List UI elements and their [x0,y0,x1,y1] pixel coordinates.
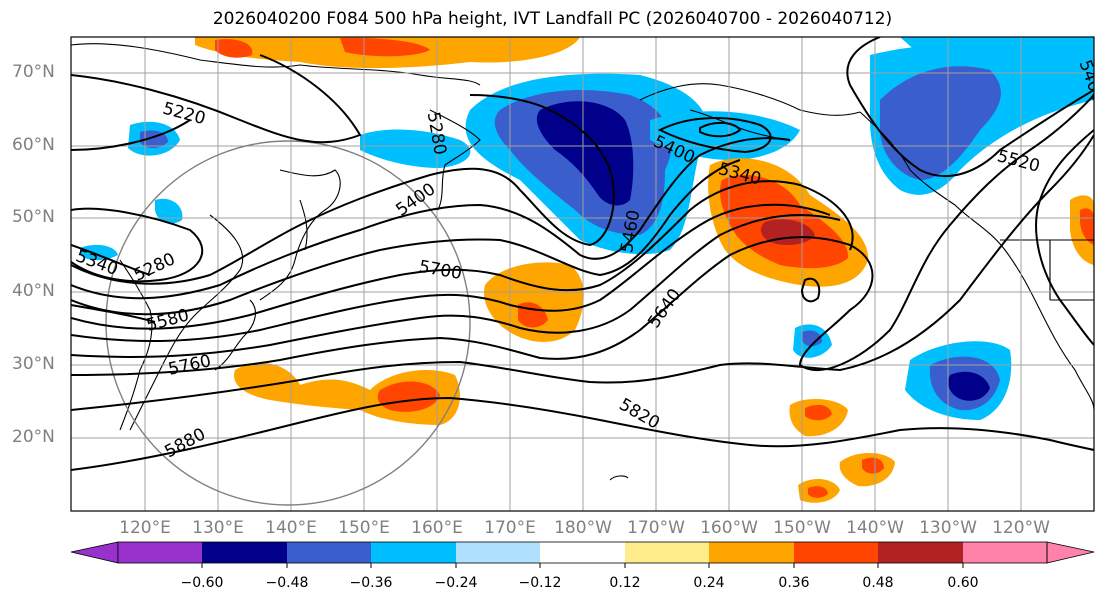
lon-label: 170°W [627,518,685,538]
ivt-negative-region [880,66,1001,180]
colorbar-tick-label: −0.12 [518,575,562,591]
map-title: 2026040200 F084 500 hPa height, IVT Land… [212,9,893,29]
ivt-negative-region [536,101,634,206]
lat-label: 30°N [12,354,55,374]
colorbar-tick-label: −0.24 [434,575,478,591]
ivt-shading [80,37,1094,503]
colorbar-segment [456,542,540,563]
range-circle [105,140,471,506]
lon-label: 120°W [992,518,1050,538]
colorbar-segment [709,542,794,563]
colorbar-segment [202,542,287,563]
lon-label: 150°E [338,518,390,538]
colorbar-segment [794,542,878,563]
colorbar-tick-label: −0.36 [349,575,393,591]
colorbar-tick-label: 0.60 [947,575,979,591]
colorbar-segment [371,542,456,563]
lon-label: 150°W [773,518,831,538]
lat-label: 50°N [12,207,55,227]
ivt-positive-region [808,486,828,498]
ivt-positive-region [805,404,832,421]
lon-label: 140°W [846,518,904,538]
colorbar-tick-label: −0.60 [180,575,224,591]
colorbar-tick-label: 0.36 [778,575,810,591]
lon-label: 160°E [411,518,463,538]
ivt-positive-region [862,457,884,474]
colorbar-segment [287,542,371,563]
ivt-positive-region [484,262,584,342]
lat-label: 60°N [12,135,55,155]
contour-label: 5580 [144,305,191,336]
ivt-negative-region [360,129,471,168]
ivt-negative-region [155,198,183,224]
lon-label: 130°E [192,518,244,538]
lon-label: 160°W [700,518,758,538]
ivt-negative-region [80,244,118,261]
lon-label: 120°E [119,518,171,538]
colorbar-tick-label: 0.48 [862,575,894,591]
contour-label: 5880 [161,424,209,462]
colorbar-tick-label: −0.48 [265,575,309,591]
ivt-negative-region [948,371,990,401]
graticule [71,37,1094,511]
lat-label: 20°N [12,427,55,447]
colorbar-tick-label: 0.12 [609,575,641,591]
ivt-positive-region [340,37,430,57]
lat-label: 40°N [12,281,55,301]
colorbar-max-extend [1046,541,1095,564]
colorbar-segment [625,542,709,563]
colorbar-segment [118,542,202,563]
lat-label: 70°N [12,62,55,82]
lon-label: 170°E [484,518,536,538]
colorbar-min-extend [70,541,119,564]
colorbar-segment [963,542,1047,563]
ivt-positive-region [760,219,815,246]
ivt-negative-region [802,330,822,347]
contour-label: 5700 [417,257,463,284]
colorbar-tick-label: 0.24 [693,575,725,591]
ivt-positive-region [215,39,253,58]
lon-label: 180°W [554,518,612,538]
lon-label: 140°E [265,518,317,538]
map-frame [70,36,1095,512]
colorbar [70,541,1095,568]
colorbar-segment [540,542,625,563]
ivt-positive-region [377,381,440,412]
colorbar-segment [878,542,963,563]
lon-label: 130°W [919,518,977,538]
height-contours [71,37,1094,471]
colorbar-frame [117,541,1048,564]
